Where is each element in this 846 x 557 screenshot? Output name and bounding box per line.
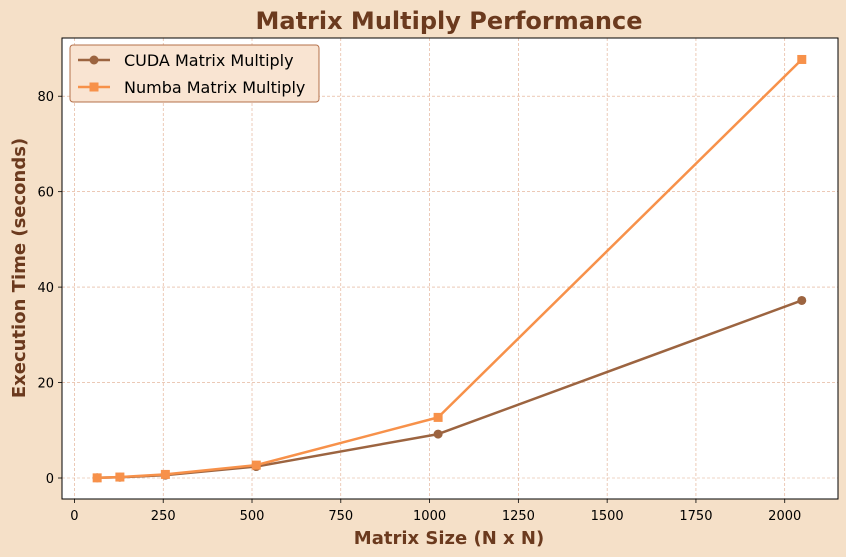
y-tick-label: 40 xyxy=(37,281,54,296)
x-tick-label: 1750 xyxy=(679,509,712,524)
x-tick-label: 750 xyxy=(328,509,353,524)
x-axis-label: Matrix Size (N x N) xyxy=(354,528,544,549)
data-point xyxy=(433,412,443,422)
legend-marker-cuda xyxy=(89,55,99,65)
data-point xyxy=(251,460,261,470)
x-tick-label: 1250 xyxy=(502,509,535,524)
series-layer xyxy=(92,54,807,483)
y-tick-label: 60 xyxy=(37,186,54,201)
y-axis-label: Execution Time (seconds) xyxy=(9,138,30,398)
y-axis-ticks: 0 20 40 60 80 xyxy=(37,90,62,487)
y-tick-label: 20 xyxy=(37,377,54,392)
legend: CUDA Matrix Multiply Numba Matrix Multip… xyxy=(69,44,320,103)
x-axis-ticks: 0 250 500 750 1000 1250 1500 1750 2000 xyxy=(70,499,801,524)
x-tick-label: 500 xyxy=(240,509,265,524)
x-tick-label: 1000 xyxy=(413,509,446,524)
grid xyxy=(62,38,838,499)
x-tick-label: 250 xyxy=(151,509,176,524)
x-tick-label: 2000 xyxy=(768,509,801,524)
data-point xyxy=(92,473,102,483)
legend-marker-numba xyxy=(89,82,99,92)
x-tick-label: 1500 xyxy=(591,509,624,524)
data-point xyxy=(797,54,807,64)
data-point xyxy=(115,472,125,482)
y-tick-label: 0 xyxy=(46,472,54,487)
data-point xyxy=(160,469,170,479)
data-point xyxy=(797,295,807,305)
x-tick-label: 0 xyxy=(70,509,78,524)
plot-area xyxy=(62,38,838,499)
data-point xyxy=(433,429,443,439)
legend-box xyxy=(69,44,320,103)
legend-label-numba: Numba Matrix Multiply xyxy=(124,78,305,97)
legend-label-cuda: CUDA Matrix Multiply xyxy=(124,51,294,70)
plot-frame xyxy=(61,37,839,500)
chart-title: Matrix Multiply Performance xyxy=(255,7,642,35)
y-tick-label: 80 xyxy=(37,90,54,105)
